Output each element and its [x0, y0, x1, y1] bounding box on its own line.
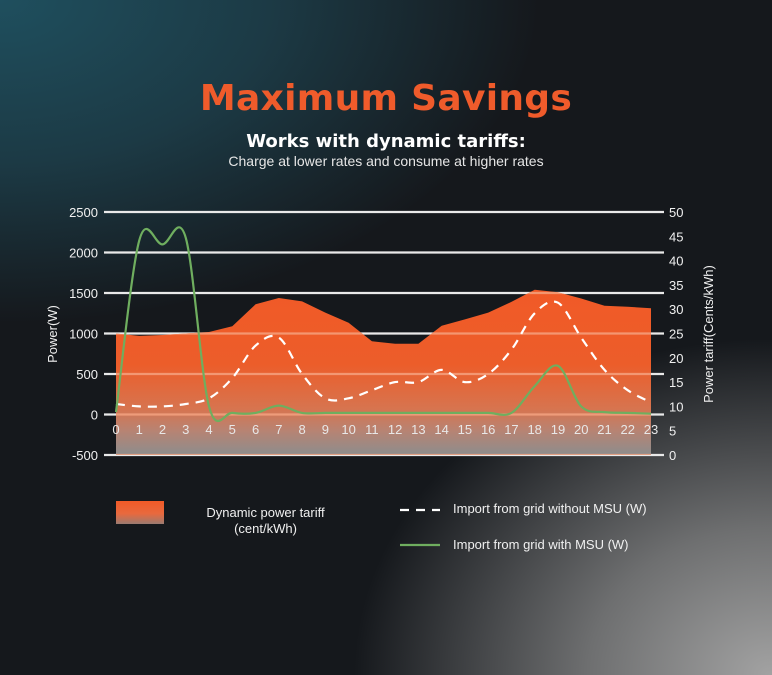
- svg-text:50: 50: [669, 205, 683, 220]
- import-with-msu-line: [114, 226, 652, 423]
- svg-text:5: 5: [669, 424, 676, 439]
- svg-text:18: 18: [527, 422, 541, 437]
- svg-text:0: 0: [91, 408, 98, 423]
- svg-text:4: 4: [205, 422, 212, 437]
- svg-text:10: 10: [341, 422, 355, 437]
- svg-text:6: 6: [252, 422, 259, 437]
- svg-text:2: 2: [159, 422, 166, 437]
- svg-text:11: 11: [365, 422, 379, 437]
- svg-text:1: 1: [136, 422, 143, 437]
- svg-text:13: 13: [411, 422, 425, 437]
- right-axis-label: Power tariff(Cents/kWh): [701, 265, 716, 403]
- svg-text:-500: -500: [72, 448, 98, 463]
- svg-text:10: 10: [669, 399, 683, 414]
- svg-text:12: 12: [388, 422, 402, 437]
- svg-text:15: 15: [458, 422, 472, 437]
- legend-tariff-swatch: [116, 501, 164, 524]
- svg-text:2500: 2500: [69, 205, 98, 220]
- chart-tagline: Charge at lower rates and consume at hig…: [228, 153, 544, 169]
- legend-tariff-line2: (cent/kWh): [234, 521, 297, 536]
- svg-text:30: 30: [669, 302, 683, 317]
- svg-text:45: 45: [669, 229, 683, 244]
- svg-text:25: 25: [669, 327, 683, 342]
- svg-text:15: 15: [669, 375, 683, 390]
- svg-text:17: 17: [504, 422, 518, 437]
- legend-tariff-label: Dynamic power tariff (cent/kWh): [198, 505, 333, 537]
- legend-with-msu: Import from grid with MSU (W): [453, 537, 629, 552]
- svg-text:22: 22: [621, 422, 635, 437]
- svg-text:8: 8: [298, 422, 305, 437]
- svg-text:1500: 1500: [69, 286, 98, 301]
- svg-text:21: 21: [597, 422, 611, 437]
- import-without-msu-line: [115, 300, 652, 408]
- x-axis-ticks: 0 1 2 3 4 5 6 7 8 9 10 11 12 13 14 15 16 17 18 19 20 21 22 23: [112, 422, 658, 437]
- svg-text:16: 16: [481, 422, 495, 437]
- svg-text:500: 500: [76, 367, 98, 382]
- svg-text:20: 20: [574, 422, 588, 437]
- left-axis-ticks: 2500 2000 1500 1000 500 0 -500: [69, 205, 98, 463]
- svg-text:23: 23: [644, 422, 658, 437]
- chart-subtitle: Works with dynamic tariffs:: [246, 131, 526, 152]
- left-axis-label: Power(W): [45, 305, 60, 363]
- svg-text:1000: 1000: [69, 327, 98, 342]
- svg-text:0: 0: [112, 422, 119, 437]
- svg-text:9: 9: [322, 422, 329, 437]
- svg-text:14: 14: [434, 422, 448, 437]
- svg-text:19: 19: [551, 422, 565, 437]
- legend-without-msu: Import from grid without MSU (W): [453, 501, 647, 516]
- svg-text:2000: 2000: [69, 246, 98, 261]
- svg-text:20: 20: [669, 351, 683, 366]
- page-title: Maximum Savings: [199, 78, 573, 119]
- svg-text:3: 3: [182, 422, 189, 437]
- legend-tariff-line1: Dynamic power tariff: [206, 505, 325, 520]
- svg-text:40: 40: [669, 254, 683, 269]
- svg-text:0: 0: [669, 448, 676, 463]
- svg-text:5: 5: [229, 422, 236, 437]
- svg-text:35: 35: [669, 278, 683, 293]
- svg-text:7: 7: [275, 422, 282, 437]
